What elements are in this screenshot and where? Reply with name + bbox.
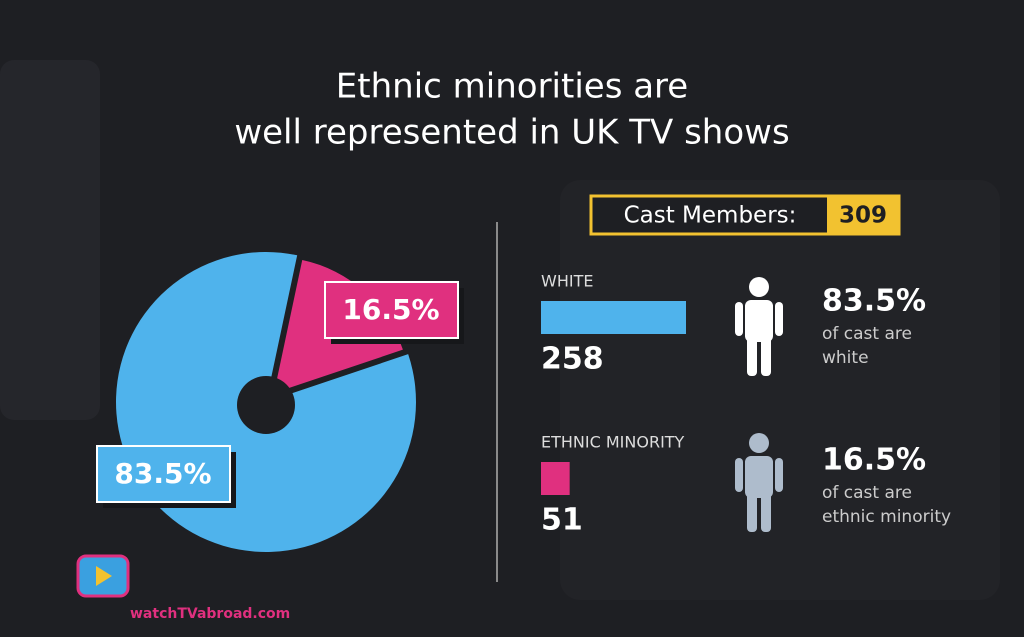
label-box [324,281,459,339]
stat-value: 83.5% [822,284,926,319]
person-icon [735,433,783,532]
bar [541,301,686,334]
title-line: well represented in UK TV shows [234,113,789,153]
stat-text: ethnic minority [822,507,951,527]
pie-value-label: 83.5% [114,457,211,490]
decor [0,60,100,420]
pie-value-label: 16.5% [342,293,439,326]
cast-label: Cast Members: [624,203,797,229]
logo-icon [76,554,130,598]
stat-text: white [822,348,869,368]
person-icon [735,277,783,376]
bar-value: 258 [541,342,604,377]
cast-value: 309 [839,203,887,229]
pie-hole [237,376,295,434]
stat-text: of cast are [822,324,912,344]
label-box [96,445,231,503]
cast-box-value-bg [827,196,899,234]
bar-category: WHITE [541,272,593,291]
title-line: Ethnic minorities are [336,67,688,107]
stat-value: 16.5% [822,443,926,478]
bar [541,462,570,495]
logo-text: watchTVabroad.com [130,606,290,622]
stat-text: of cast are [822,483,912,503]
decor [560,180,1000,600]
bar-category: ETHNIC MINORITY [541,433,685,452]
cast-box [589,194,901,236]
bar-value: 51 [541,503,583,538]
